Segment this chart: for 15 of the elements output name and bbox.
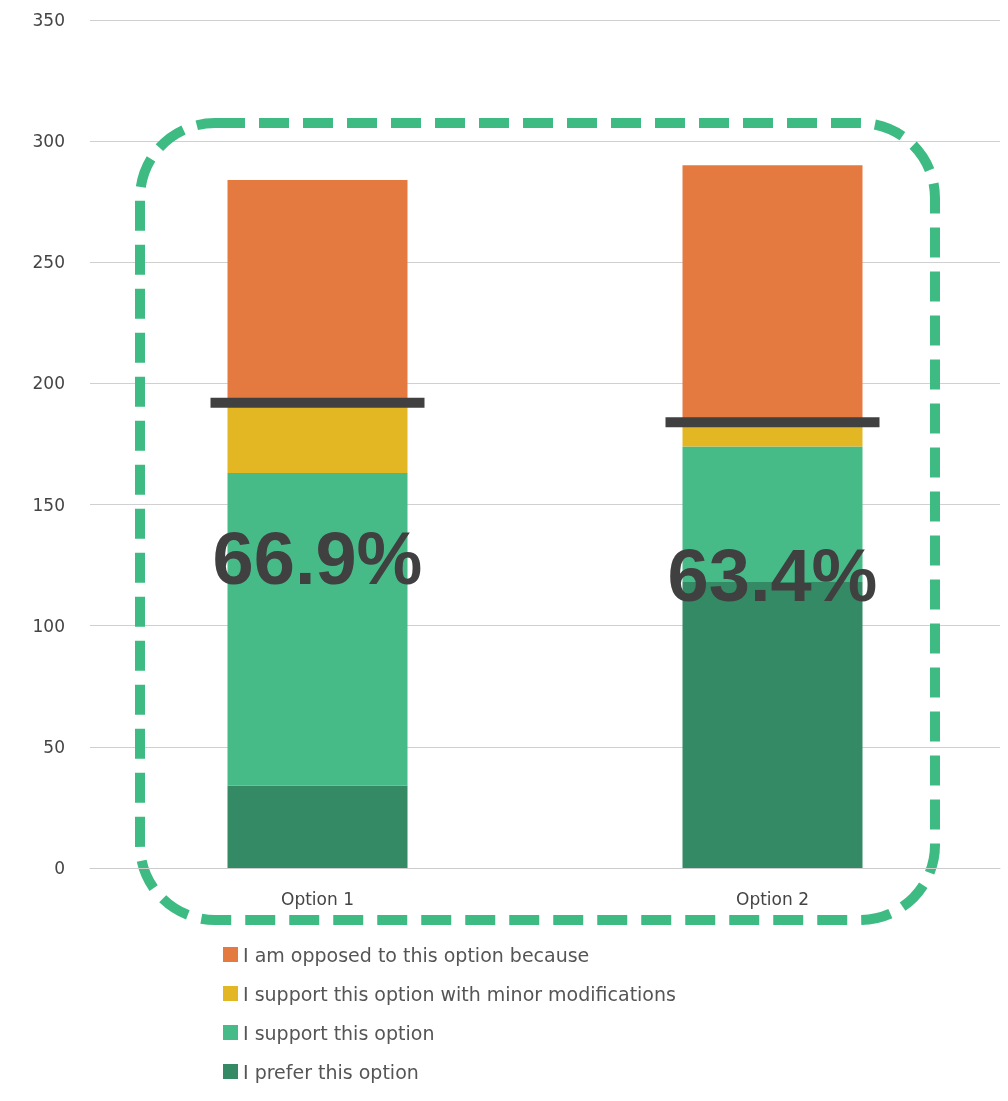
- y-tick-label: 200: [32, 373, 65, 394]
- x-tick-label: Option 1: [281, 888, 354, 909]
- legend-label: I support this option with minor modifications: [243, 982, 676, 1005]
- bar: [227, 785, 408, 868]
- legend-label: I support this option: [243, 1021, 435, 1044]
- y-tick-label: 150: [32, 494, 65, 515]
- y-tick-label: 350: [32, 10, 65, 30]
- y-tick-label: 250: [32, 252, 65, 273]
- y-tick-label: 300: [32, 131, 65, 152]
- y-tick-label: 50: [43, 736, 65, 757]
- y-tick-label: 0: [54, 858, 65, 878]
- y-tick-label: 100: [32, 615, 65, 636]
- x-tick-label: Option 2: [736, 888, 809, 909]
- legend-label: I am opposed to this option because: [243, 943, 590, 966]
- legend-label: I prefer this option: [243, 1060, 419, 1083]
